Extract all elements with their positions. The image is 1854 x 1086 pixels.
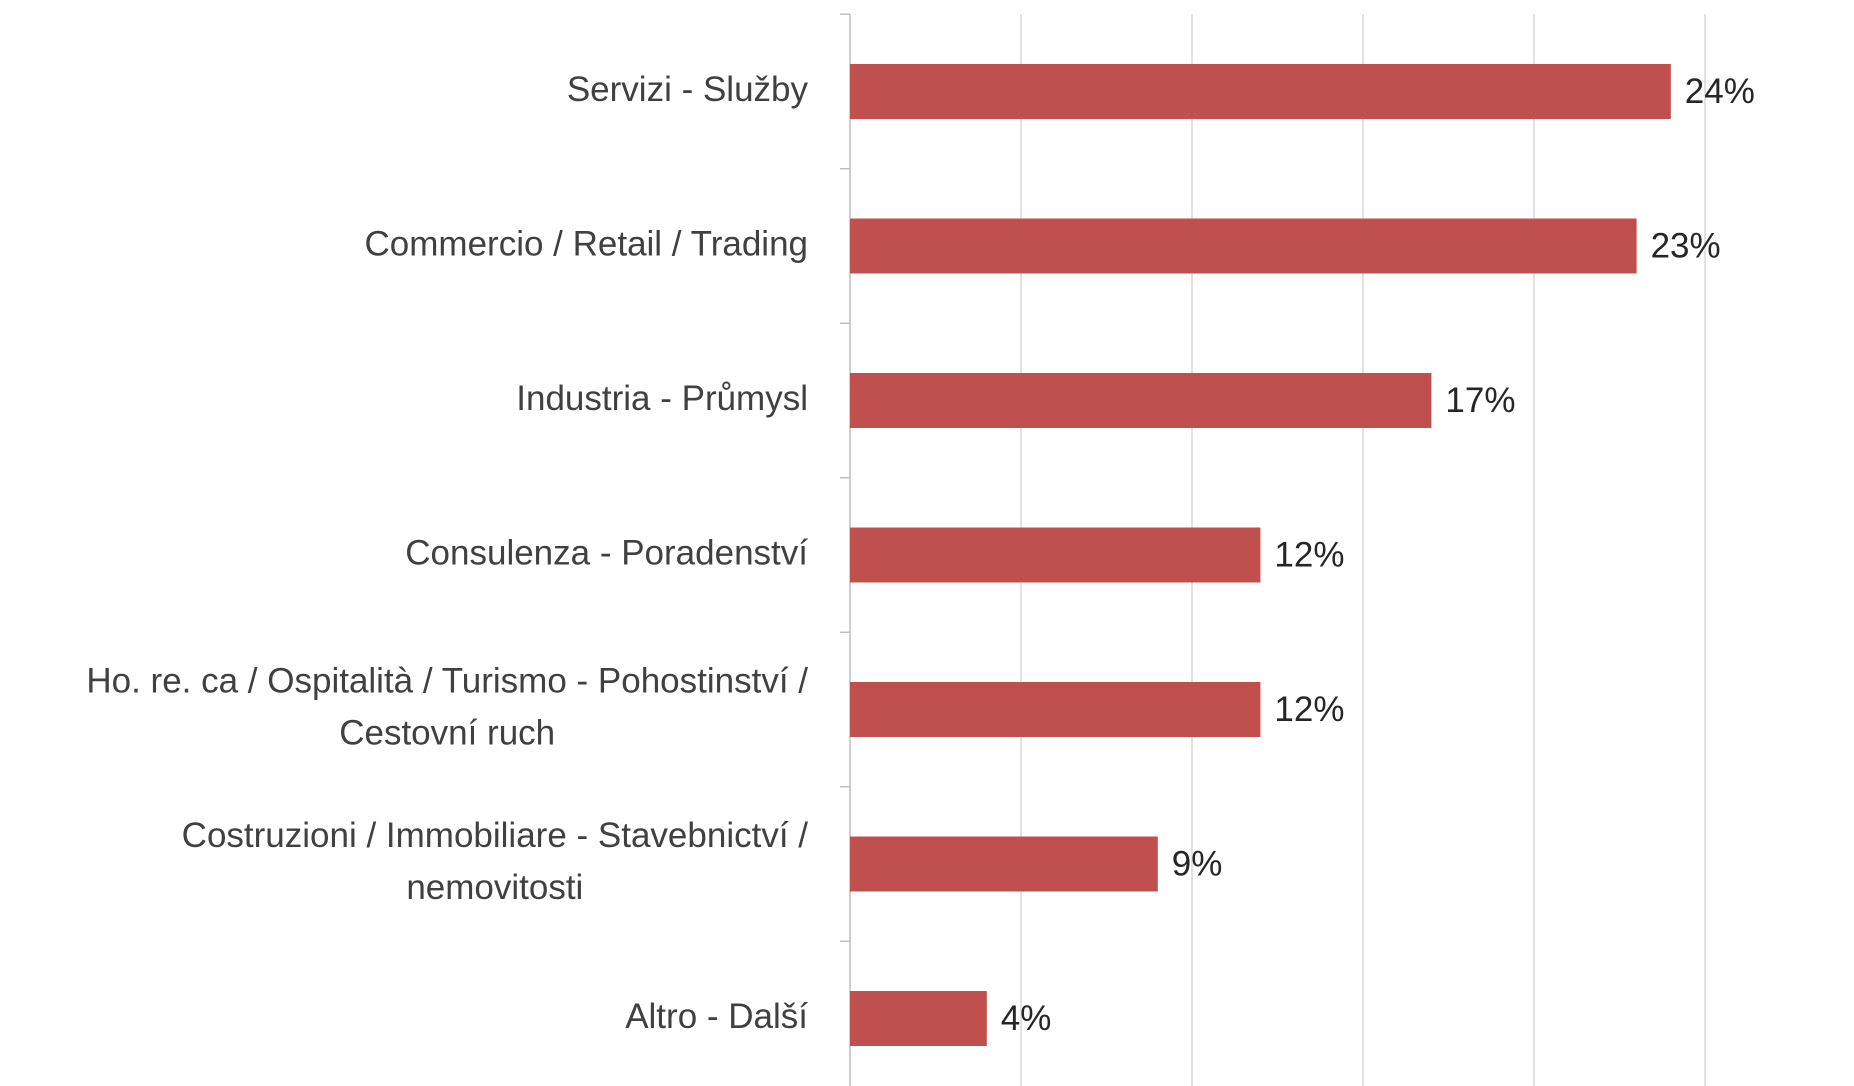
y-tick-label: Industria - Průmysl xyxy=(516,379,808,418)
y-tick-label: Consulenza - Poradenství xyxy=(405,533,808,572)
bar xyxy=(850,373,1432,428)
value-label: 24% xyxy=(1685,72,1755,111)
bar xyxy=(850,836,1158,892)
value-label: 12% xyxy=(1274,535,1344,574)
value-label: 4% xyxy=(1001,999,1052,1038)
bar xyxy=(850,527,1261,583)
y-tick-label: Altro - Další xyxy=(625,997,808,1036)
y-tick-label: Servizi - Služby xyxy=(567,70,809,109)
bar xyxy=(850,682,1261,737)
y-tick-label: Ho. re. ca / Ospitalità / Turismo - Poho… xyxy=(86,662,808,753)
value-label: 23% xyxy=(1651,226,1721,265)
bar xyxy=(850,64,1671,119)
value-label: 9% xyxy=(1172,844,1223,883)
bar xyxy=(850,991,987,1046)
y-tick-label: Commercio / Retail / Trading xyxy=(365,224,808,263)
value-label: 12% xyxy=(1274,690,1344,729)
value-label: 17% xyxy=(1445,381,1515,420)
y-tick-label: Costruzioni / Immobiliare - Stavebnictví… xyxy=(182,816,809,907)
bar xyxy=(850,218,1637,274)
